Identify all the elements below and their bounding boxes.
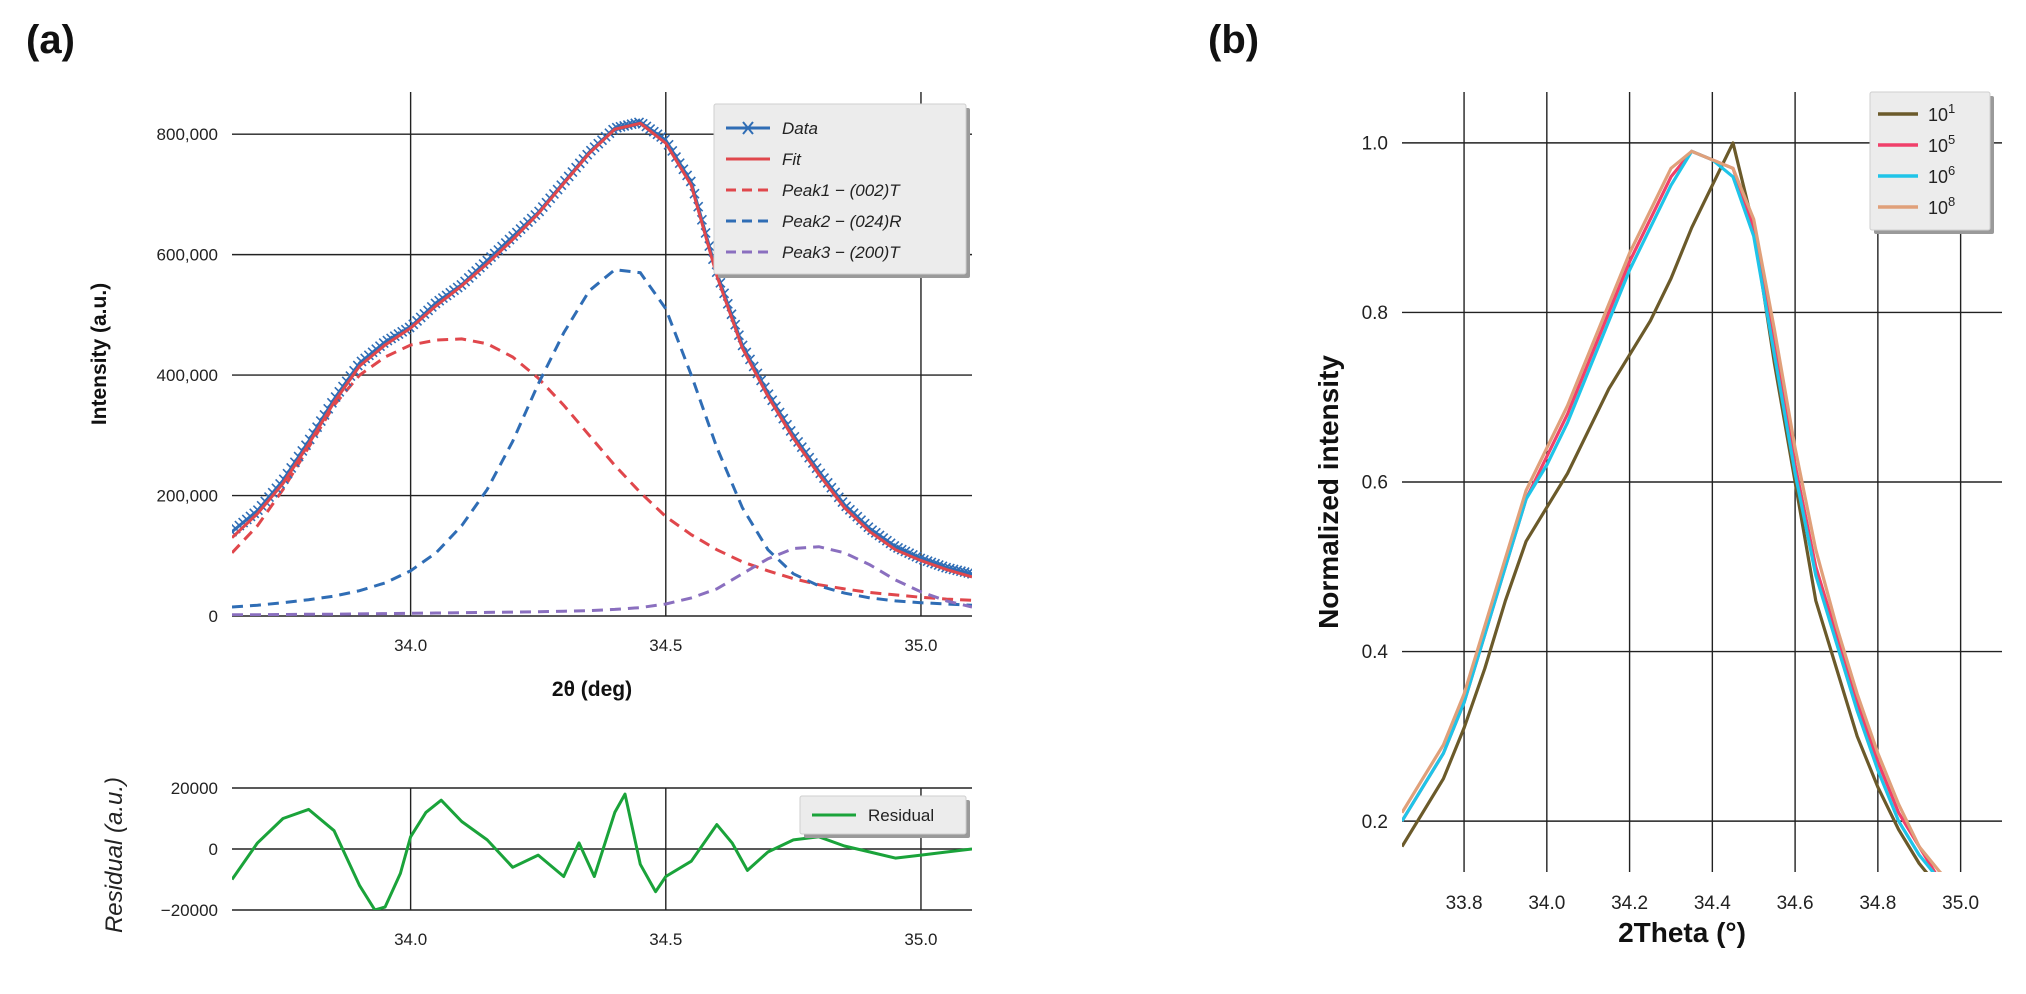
y-tick-label: 200,000 xyxy=(157,486,218,505)
x-tick-label: 34.6 xyxy=(1777,893,1814,914)
y-axis-title: Residual (a.u.) xyxy=(101,777,128,933)
y-tick-label: 0 xyxy=(209,840,218,859)
x-tick-label: 34.8 xyxy=(1859,893,1896,914)
y-tick-label: 20000 xyxy=(171,779,218,798)
legend-label: Peak1 − (002)T xyxy=(782,181,901,200)
y-axis-title-unit: (a.u.) xyxy=(101,777,128,833)
legend-label: Peak2 − (024)R xyxy=(782,212,902,231)
series-line-10-6 xyxy=(1402,149,1936,872)
x-tick-label: 33.8 xyxy=(1446,893,1483,914)
x-tick-label: 34.4 xyxy=(1694,893,1731,914)
legend-label-suffix: T xyxy=(889,181,901,200)
y-tick-label: 0.4 xyxy=(1362,642,1389,663)
legend-label-base: 10 xyxy=(1928,136,1948,156)
chart-normalized-intensity: 0.2 0.4 0.6 0.8 1.0 33.8 34.0 34.2 34.4 34.6 34.8 3… xyxy=(1313,91,2002,948)
series-line-10-8 xyxy=(1402,149,1943,872)
x-tick-label: 35.0 xyxy=(1942,893,1979,914)
legend-label-base: 10 xyxy=(1928,167,1948,187)
y-tick-label: 0.6 xyxy=(1362,473,1388,494)
y-tick-label: 600,000 xyxy=(157,246,218,265)
x-tick-label: 35.0 xyxy=(904,930,937,949)
legend-label: Peak3 − (200)T xyxy=(782,243,901,262)
y-axis-title: Normalized intensity xyxy=(1313,355,1344,629)
x-tick-label: 34.5 xyxy=(649,930,682,949)
y-tick-label: 0.2 xyxy=(1362,812,1388,833)
legend-label-main: Peak2 − (024) xyxy=(782,212,889,231)
legend-label-base: 10 xyxy=(1928,105,1948,125)
legend-label-suffix: R xyxy=(889,212,901,231)
legend-label: 106 xyxy=(1928,163,1955,187)
x-tick-label: 34.0 xyxy=(394,930,427,949)
series-line-peak1-002-t xyxy=(232,337,972,602)
legend-label-exponent: 5 xyxy=(1948,132,1955,147)
x-axis-title: 2θ (deg) xyxy=(552,678,632,701)
x-axis-title: 2Theta (°) xyxy=(1618,917,1746,948)
plot-area xyxy=(1402,141,1943,872)
x-tick-label: 35.0 xyxy=(904,636,937,655)
series-line-fit xyxy=(232,121,972,579)
panel-b-label: (b) xyxy=(1208,18,1260,62)
x-tick-label: 34.2 xyxy=(1611,893,1648,914)
legend-label-main: Peak1 − (002) xyxy=(782,181,889,200)
legend-label-exponent: 6 xyxy=(1948,163,1955,178)
y-tick-label: 0 xyxy=(209,607,218,626)
legend-label: 101 xyxy=(1928,101,1955,125)
legend-label-main: Data xyxy=(782,119,818,138)
legend-marker xyxy=(742,121,754,135)
legend-label: 105 xyxy=(1928,132,1955,156)
y-tick-label: −20000 xyxy=(161,901,218,920)
y-axis-title: Intensity (a.u.) xyxy=(88,283,111,425)
legend-label: Data xyxy=(782,119,818,138)
y-tick-label: 400,000 xyxy=(157,366,218,385)
chart-intensity-fit: 0 200,000 400,000 600,000 800,000 34.0 34.5 35.… xyxy=(88,92,972,701)
x-tick-label: 34.5 xyxy=(649,636,682,655)
legend-label: Fit xyxy=(782,150,802,169)
plot-area xyxy=(232,117,972,616)
y-tick-label: 1.0 xyxy=(1362,134,1388,155)
series-line-peak3-200-t xyxy=(232,545,972,616)
x-tick-label: 34.0 xyxy=(394,636,427,655)
legend-label: 108 xyxy=(1928,194,1955,218)
y-tick-label: 0.8 xyxy=(1362,303,1388,324)
panel-a-label: (a) xyxy=(26,18,75,62)
series-line-peak2-024-r xyxy=(232,268,972,609)
y-axis-title-main: Residual xyxy=(101,833,128,933)
legend: Residual xyxy=(799,795,970,838)
series-line-10-1 xyxy=(1402,141,1929,872)
legend-label: Residual xyxy=(868,806,934,825)
legend-label-main: Peak3 − (200) xyxy=(782,243,889,262)
legend-label-exponent: 8 xyxy=(1948,194,1955,209)
x-tick-label: 34.0 xyxy=(1528,893,1565,914)
y-tick-label: 800,000 xyxy=(157,125,218,144)
legend-label-exponent: 1 xyxy=(1948,101,1955,116)
legend-label-suffix: T xyxy=(889,243,901,262)
legend-label-main: Fit xyxy=(782,150,802,169)
legend-label-base: 10 xyxy=(1928,198,1948,218)
series-line-10-5 xyxy=(1402,149,1937,872)
